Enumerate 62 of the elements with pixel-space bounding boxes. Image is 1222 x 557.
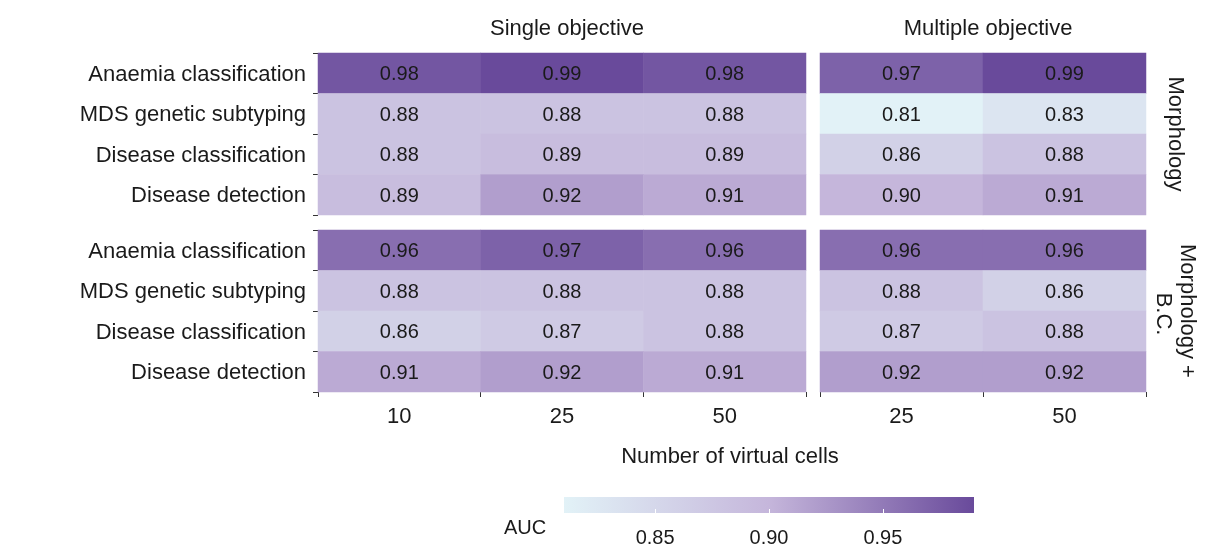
data-label: 0.89 — [705, 143, 745, 166]
data-label: 0.98 — [705, 62, 745, 85]
data-label: 0.88 — [542, 279, 582, 302]
x-axis-title: Number of virtual cells — [621, 442, 839, 468]
data-label: 0.91 — [705, 360, 745, 383]
data-label: 0.88 — [1045, 320, 1084, 343]
data-label: 0.86 — [1045, 279, 1084, 302]
data-label: 0.92 — [542, 183, 582, 206]
data-label: 0.90 — [882, 183, 921, 206]
x-tick-label: 10 — [387, 402, 412, 428]
data-label: 0.88 — [705, 279, 745, 302]
data-label: 0.96 — [882, 239, 921, 262]
data-label: 0.83 — [1045, 102, 1084, 125]
y2-axis-title: Morphology — [1163, 76, 1189, 192]
data-label: 0.87 — [882, 320, 921, 343]
data-label: 0.88 — [1045, 143, 1084, 166]
x-tick-label: 25 — [549, 402, 575, 428]
data-label: 0.98 — [379, 62, 419, 85]
color-bar-label: 0.90 — [749, 526, 789, 548]
data-label: 0.88 — [882, 279, 921, 302]
data-label: 0.89 — [542, 143, 582, 166]
y-tick-label: Anaemia classification — [88, 60, 306, 86]
data-label: 0.92 — [882, 360, 921, 383]
data-label: 0.91 — [1045, 183, 1084, 206]
y-tick-label: Anaemia classification — [88, 237, 306, 263]
data-label: 0.88 — [705, 320, 745, 343]
data-label: 0.91 — [379, 360, 419, 383]
color-bar-title: AUC — [503, 516, 547, 538]
y-tick-label: Disease classification — [95, 318, 306, 344]
data-label: 0.91 — [705, 183, 745, 206]
chart-title: Multiple objective — [903, 14, 1073, 40]
y-tick-label: Disease classification — [95, 141, 306, 167]
data-label: 0.99 — [1045, 62, 1084, 85]
data-label: 0.92 — [542, 360, 582, 383]
color-bar-label: 0.95 — [863, 526, 903, 548]
data-label: 0.97 — [542, 239, 582, 262]
color-bar-label: 0.85 — [635, 526, 675, 548]
data-label: 0.96 — [705, 239, 745, 262]
x-tick-label: 50 — [1052, 402, 1077, 428]
data-label: 0.99 — [542, 62, 582, 85]
data-label: 0.87 — [542, 320, 582, 343]
data-label: 0.97 — [882, 62, 921, 85]
x-tick-label: 25 — [889, 402, 914, 428]
data-label: 0.81 — [882, 102, 921, 125]
x-tick-label: 50 — [712, 402, 737, 428]
data-label: 0.86 — [882, 143, 921, 166]
y2-axis-title: Morphology + B.C. — [1151, 244, 1201, 378]
data-label: 0.96 — [379, 239, 419, 262]
y-tick-label: MDS genetic subtyping — [79, 101, 306, 127]
data-label: 0.96 — [1045, 239, 1084, 262]
data-label: 0.92 — [1045, 360, 1084, 383]
data-label: 0.88 — [705, 102, 745, 125]
data-label: 0.88 — [379, 143, 419, 166]
y-tick-label: MDS genetic subtyping — [79, 278, 306, 304]
data-label: 0.89 — [379, 183, 419, 206]
chart-title: Single objective — [489, 14, 645, 40]
data-label: 0.88 — [379, 279, 419, 302]
data-label: 0.88 — [379, 102, 419, 125]
data-label: 0.88 — [542, 102, 582, 125]
y-tick-label: Disease detection — [131, 359, 306, 385]
data-label: 0.86 — [379, 320, 419, 343]
y-tick-label: Disease detection — [131, 182, 306, 208]
